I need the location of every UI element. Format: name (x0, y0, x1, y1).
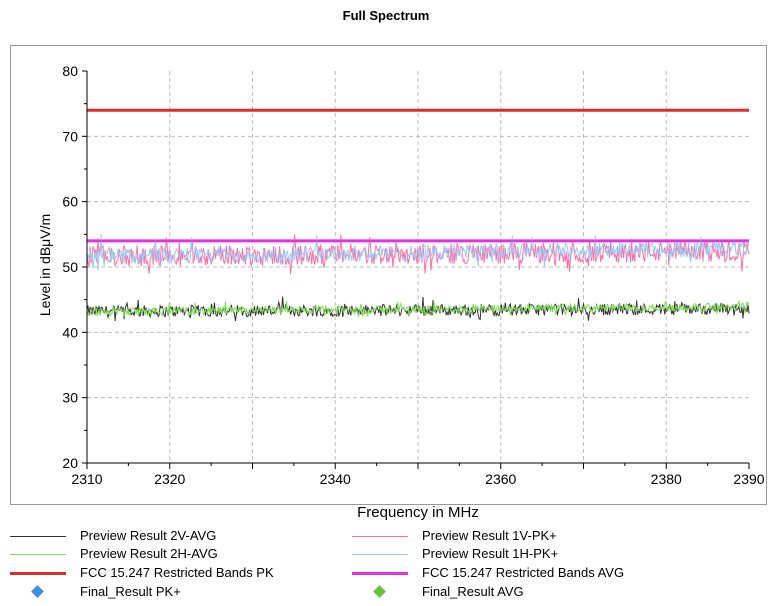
legend-swatch (352, 554, 408, 555)
legend-item: Final_Result AVG (352, 584, 682, 602)
diamond-marker-icon (31, 585, 44, 598)
legend-label: FCC 15.247 Restricted Bands AVG (422, 565, 625, 580)
legend-label: Preview Result 2H-AVG (80, 546, 218, 561)
legend: Preview Result 2V-AVG Preview Result 1V-… (0, 528, 772, 606)
legend-label: FCC 15.247 Restricted Bands PK (80, 565, 274, 580)
x-tick-label: 2390 (733, 471, 764, 487)
y-axis-label: Level in dBμV/m (37, 214, 53, 316)
x-tick-label: 2320 (154, 471, 185, 487)
x-tick-label: 2310 (71, 471, 102, 487)
legend-item: FCC 15.247 Restricted Bands PK (10, 565, 340, 583)
legend-item: FCC 15.247 Restricted Bands AVG (352, 565, 682, 583)
x-tick-label: 2360 (485, 471, 516, 487)
series-trace (86, 300, 750, 318)
grid-layer (87, 71, 749, 463)
y-tick-label: 50 (62, 259, 78, 275)
chart-title: Full Spectrum (342, 8, 430, 23)
legend-label: Preview Result 2V-AVG (80, 528, 217, 543)
y-tick-label: 80 (62, 63, 78, 79)
series-trace (86, 296, 750, 322)
legend-item: Preview Result 2H-AVG (10, 546, 340, 564)
series-trace (86, 234, 750, 271)
legend-swatch (10, 536, 66, 537)
y-tick-label: 30 (62, 390, 78, 406)
legend-swatch (352, 572, 408, 575)
x-tick-label: 2380 (651, 471, 682, 487)
y-tick-label: 20 (62, 455, 78, 471)
plot-area: 20 30 40 50 60 70 80 2310 2320 2340 2360 2380 2390 L… (37, 63, 765, 521)
y-tick-label: 40 (62, 324, 78, 340)
y-tick-label: 60 (62, 194, 78, 210)
series-layer (86, 108, 750, 322)
legend-swatch (352, 536, 408, 537)
legend-label: Final_Result PK+ (80, 584, 181, 599)
y-tick-label: 70 (62, 128, 78, 144)
axes-layer: 20 30 40 50 60 70 80 2310 2320 2340 2360 2380 2390 (62, 63, 764, 487)
legend-label: Preview Result 1V-PK+ (422, 528, 557, 543)
legend-item: Preview Result 1H-PK+ (352, 546, 682, 564)
x-axis-label: Frequency in MHz (357, 504, 479, 521)
x-tick-label: 2340 (320, 471, 351, 487)
legend-label: Preview Result 1H-PK+ (422, 546, 559, 561)
diamond-marker-icon (373, 585, 386, 598)
legend-swatch (10, 572, 66, 575)
legend-label: Final_Result AVG (422, 584, 524, 599)
legend-item: Preview Result 2V-AVG (10, 528, 340, 546)
legend-item: Preview Result 1V-PK+ (352, 528, 682, 546)
chart-frame (10, 45, 767, 505)
legend-item: Final_Result PK+ (10, 584, 340, 602)
legend-swatch (10, 554, 66, 555)
